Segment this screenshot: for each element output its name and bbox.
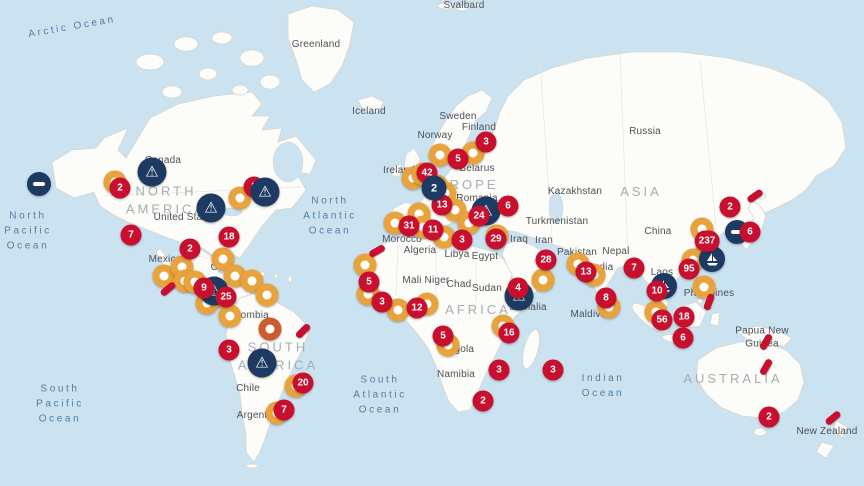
incident-count-marker[interactable]: 18 <box>673 306 695 328</box>
travel-warning-marker[interactable]: ⚠ <box>247 348 277 378</box>
advisory-count-marker[interactable]: 2 <box>421 175 447 201</box>
incident-count-marker[interactable]: 5 <box>432 325 454 347</box>
incident-count-marker[interactable]: 24 <box>468 205 490 227</box>
alert-ring-marker[interactable] <box>692 275 716 299</box>
incident-count-marker[interactable]: 11 <box>422 219 444 241</box>
warning-triangle-icon: ⚠ <box>204 199 218 217</box>
incident-count-marker[interactable]: 2 <box>758 406 780 428</box>
incident-count-marker[interactable]: 237 <box>694 230 720 252</box>
incident-count-marker[interactable]: 29 <box>485 228 507 250</box>
incident-count-marker[interactable]: 3 <box>371 291 393 313</box>
travel-warning-marker[interactable]: ⚠ <box>196 193 226 223</box>
incident-count-marker[interactable]: 8 <box>595 287 617 309</box>
restriction-marker[interactable] <box>27 172 51 196</box>
incident-count-marker[interactable]: 2 <box>179 238 201 260</box>
incident-count-marker[interactable]: 2 <box>472 390 494 412</box>
incident-count-marker[interactable]: 3 <box>542 359 564 381</box>
incident-count-marker[interactable]: 6 <box>672 327 694 349</box>
warning-triangle-icon: ⚠ <box>258 183 272 201</box>
minus-icon <box>33 182 45 186</box>
travel-warning-marker[interactable]: ⚠ <box>137 157 167 187</box>
alert-ring-marker[interactable] <box>258 317 282 341</box>
incident-count-marker[interactable]: 10 <box>646 280 668 302</box>
incident-count-marker[interactable]: 6 <box>739 221 761 243</box>
incident-count-marker[interactable]: 5 <box>447 148 469 170</box>
incident-count-marker[interactable]: 7 <box>273 399 295 421</box>
incident-count-marker[interactable]: 16 <box>498 322 520 344</box>
incident-count-marker[interactable]: 7 <box>623 257 645 279</box>
incident-count-marker[interactable]: 5 <box>358 271 380 293</box>
alert-ring-marker[interactable] <box>255 283 279 307</box>
incident-count-marker[interactable]: 2 <box>719 196 741 218</box>
minus-icon <box>731 230 743 234</box>
alert-ring-marker[interactable] <box>531 268 555 292</box>
incident-count-marker[interactable]: 25 <box>215 286 237 308</box>
incident-count-marker[interactable]: 7 <box>120 224 142 246</box>
incident-count-marker[interactable]: 3 <box>218 339 240 361</box>
warning-triangle-icon: ⚠ <box>145 163 159 181</box>
incident-count-marker[interactable]: 13 <box>575 261 597 283</box>
sailboat-icon <box>706 252 719 266</box>
incident-count-marker[interactable]: 28 <box>535 249 557 271</box>
alert-ring-marker[interactable] <box>218 304 242 328</box>
incident-count-marker[interactable]: 20 <box>292 372 314 394</box>
incident-count-marker[interactable]: 4 <box>507 277 529 299</box>
incident-count-marker[interactable]: 31 <box>398 215 420 237</box>
incident-count-marker[interactable]: 56 <box>651 309 673 331</box>
incident-count-marker[interactable]: 3 <box>451 229 473 251</box>
incident-count-marker[interactable]: 12 <box>406 297 428 319</box>
incident-count-marker[interactable]: 18 <box>218 226 240 248</box>
travel-warning-marker[interactable]: ⚠ <box>250 177 280 207</box>
incident-count-marker[interactable]: 3 <box>488 359 510 381</box>
incident-count-marker[interactable]: 6 <box>497 195 519 217</box>
incident-count-marker[interactable]: 95 <box>678 258 700 280</box>
alert-ring-marker[interactable] <box>211 247 235 271</box>
incident-count-marker[interactable]: 9 <box>193 277 215 299</box>
incident-count-marker[interactable]: 2 <box>109 177 131 199</box>
warning-triangle-icon: ⚠ <box>255 354 269 372</box>
incident-count-marker[interactable]: 3 <box>475 131 497 153</box>
